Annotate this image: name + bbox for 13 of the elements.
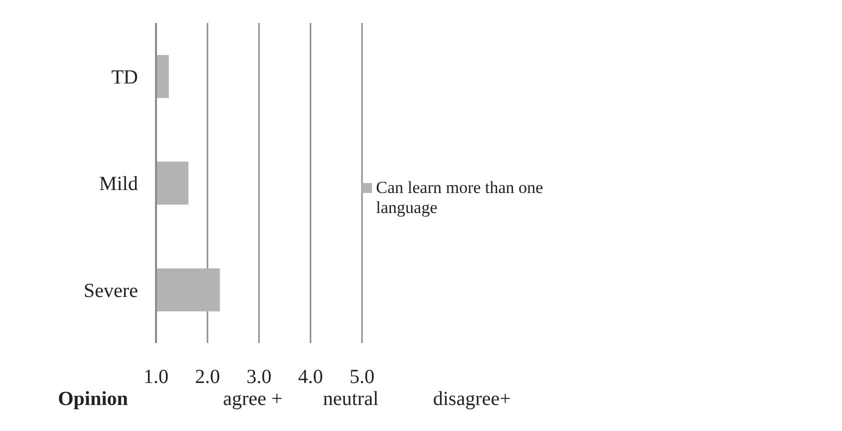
text: neutral bbox=[323, 388, 379, 411]
x-tick-label: 3.0 bbox=[246, 366, 272, 388]
y-tick-label: Mild bbox=[99, 173, 138, 196]
x-tick-label: 4.0 bbox=[298, 366, 323, 388]
x-tick-label: 1.0 bbox=[144, 366, 168, 388]
text: disagree+ bbox=[433, 388, 511, 411]
text: Opinion bbox=[58, 388, 128, 411]
y-tick-label: TD bbox=[111, 66, 138, 88]
text: agree + bbox=[223, 388, 283, 411]
y-tick-label: Severe bbox=[84, 280, 138, 302]
legend-label: Can learn more than one language bbox=[376, 178, 544, 218]
x-tick-label: 5.0 bbox=[350, 366, 374, 388]
x-tick-label: 2.0 bbox=[195, 366, 220, 388]
